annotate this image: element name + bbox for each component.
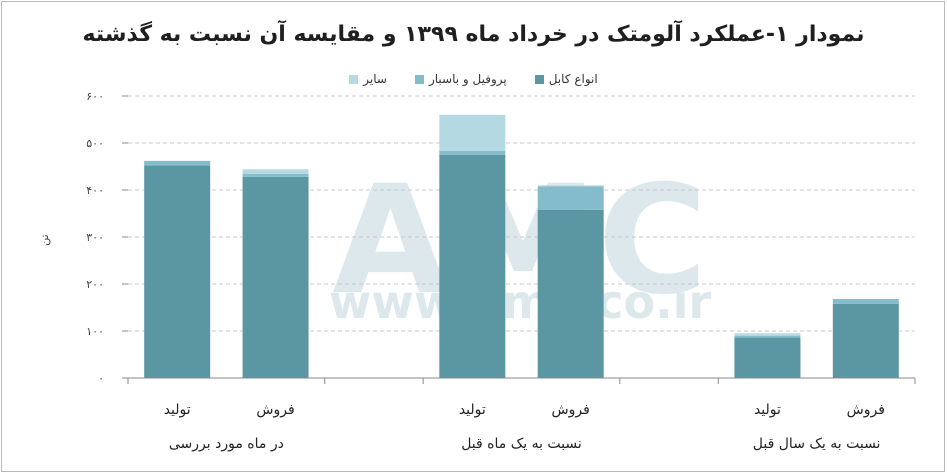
x-tick-label: تولید	[164, 402, 191, 418]
bar-segment-3-3	[439, 114, 506, 151]
bars	[144, 114, 899, 378]
bar-segment-5-1	[734, 337, 801, 378]
legend-swatch	[349, 74, 359, 84]
watermark-logo: AMC	[332, 154, 707, 328]
legend-label: انواع کابل	[548, 72, 598, 86]
group-label: نسبت به یک ماه قبل	[461, 436, 582, 452]
group-label: در ماه مورد بررسی	[169, 436, 284, 452]
legend-item-3: سایر	[349, 72, 387, 86]
y-axis-label: تن	[38, 234, 51, 245]
y-tick-label: ۶۰۰	[86, 90, 104, 103]
grid-lines	[128, 95, 915, 332]
axes: ۰ ۱۰۰ ۲۰۰ ۳۰۰ ۴۰۰ ۵۰۰ ۶۰۰ تن تولید فروش تولید فروش ت…	[38, 90, 916, 452]
y-tick-label: ۴۰۰	[86, 184, 104, 197]
legend-swatch	[534, 74, 544, 84]
bar-segment-4-2	[537, 186, 604, 210]
legend-item-2: پروفیل و باسبار	[414, 72, 507, 86]
bar-segment-2-2	[242, 174, 309, 177]
bar-segment-4-3	[537, 185, 604, 187]
x-tick-label: فروش	[847, 402, 885, 418]
y-tick-label: ۲۰۰	[86, 278, 104, 291]
legend-item-1: انواع کابل	[534, 72, 598, 86]
bar-segment-4-1	[537, 209, 604, 378]
x-tick-label: فروش	[256, 402, 294, 418]
bar-segment-1-2	[144, 160, 211, 166]
watermark-url: www.amc-co.ir	[329, 275, 711, 329]
legend-label: پروفیل و باسبار	[428, 72, 507, 86]
bar-segment-2-3	[242, 169, 309, 175]
bar-segment-1-1	[144, 165, 211, 378]
y-tick-label: ۰	[98, 372, 104, 385]
y-tick-label: ۱۰۰	[86, 325, 104, 338]
bar-segment-6-2	[832, 299, 899, 304]
chart-legend: انواع کابل پروفیل و باسبار سایر	[0, 72, 947, 86]
bar-segment-5-2	[734, 335, 801, 338]
bar-segment-3-2	[439, 150, 506, 155]
y-tick-label: ۳۰۰	[86, 231, 104, 244]
legend-label: سایر	[363, 72, 387, 86]
chart-title: نمودار ۱-عملکرد آلومتک در خرداد ماه ۱۳۹۹…	[82, 22, 865, 47]
bar-segment-3-1	[439, 154, 506, 378]
y-tick-label: ۵۰۰	[86, 137, 104, 150]
bar-segment-2-1	[242, 176, 309, 378]
bar-segment-6-1	[832, 303, 899, 378]
group-label: نسبت به یک سال قبل	[753, 436, 881, 452]
x-tick-label: فروش	[552, 402, 590, 418]
x-tick-label: تولید	[459, 402, 486, 418]
bar-segment-5-3	[734, 333, 801, 336]
x-tick-label: تولید	[754, 402, 781, 418]
legend-swatch	[414, 74, 424, 84]
